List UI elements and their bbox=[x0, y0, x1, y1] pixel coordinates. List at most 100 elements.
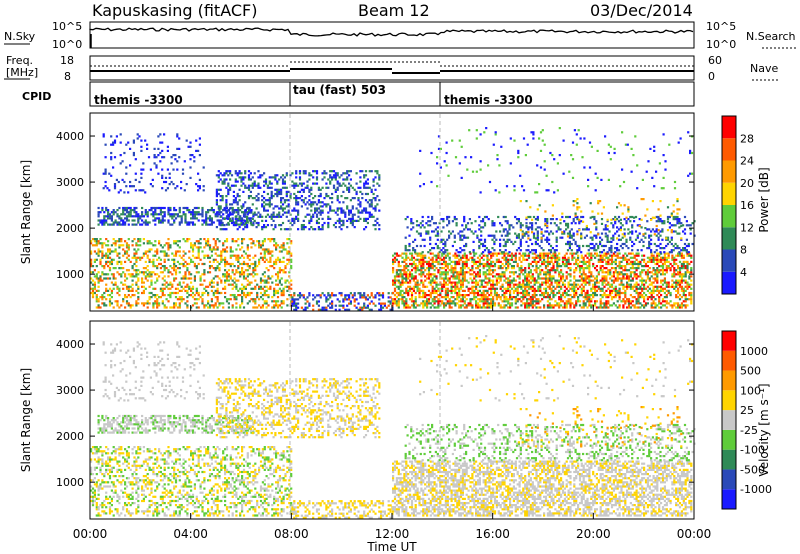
power-cell bbox=[463, 275, 466, 278]
power-cell bbox=[105, 244, 108, 247]
power-cell bbox=[546, 281, 549, 284]
power-cell bbox=[169, 294, 172, 297]
power-cell bbox=[127, 273, 130, 276]
power-cell bbox=[597, 281, 600, 284]
power-cell bbox=[257, 224, 260, 227]
power-cell bbox=[118, 246, 121, 249]
power-cell bbox=[116, 209, 119, 212]
power-cell bbox=[493, 304, 497, 307]
power-cell bbox=[244, 186, 247, 189]
power-cell bbox=[198, 187, 201, 190]
power-cell bbox=[414, 298, 417, 301]
power-cell bbox=[210, 265, 213, 268]
power-cell bbox=[503, 258, 506, 261]
power-cell bbox=[263, 240, 266, 243]
power-cell bbox=[273, 238, 276, 241]
power-cell bbox=[189, 145, 192, 148]
power-cell bbox=[535, 298, 538, 301]
power-cell bbox=[273, 262, 276, 266]
power-cell bbox=[575, 291, 578, 295]
power-cell bbox=[395, 269, 398, 272]
power-cell bbox=[488, 267, 491, 270]
power-cell bbox=[422, 300, 425, 303]
power-cell bbox=[548, 275, 551, 278]
power-cell bbox=[254, 260, 257, 263]
power-cell bbox=[259, 279, 263, 282]
power-cell bbox=[152, 294, 155, 297]
power-cell bbox=[527, 256, 531, 259]
power-cell bbox=[246, 302, 249, 305]
power-cell bbox=[387, 292, 390, 295]
power-cell bbox=[441, 287, 444, 290]
power-cell bbox=[161, 277, 164, 280]
power-cell bbox=[188, 221, 191, 224]
power-cell bbox=[582, 296, 585, 299]
power-cell bbox=[463, 260, 466, 263]
power-cell bbox=[288, 275, 291, 278]
power-cell bbox=[304, 226, 307, 229]
power-cell bbox=[488, 265, 491, 268]
power-cell bbox=[599, 300, 602, 303]
power-cell bbox=[149, 168, 152, 171]
power-cell bbox=[597, 285, 600, 288]
power-cell bbox=[234, 170, 237, 173]
power-cell bbox=[144, 260, 147, 263]
power-cell bbox=[340, 174, 343, 177]
power-cell bbox=[586, 277, 589, 280]
power-cell bbox=[115, 178, 118, 181]
power-cell bbox=[427, 281, 431, 284]
power-cell bbox=[116, 223, 119, 226]
power-cell bbox=[110, 281, 113, 284]
power-cell bbox=[614, 296, 617, 299]
power-cell bbox=[114, 211, 117, 214]
power-cell bbox=[652, 306, 655, 309]
power-cell bbox=[276, 273, 280, 276]
power-cell bbox=[217, 180, 220, 183]
power-cell bbox=[214, 267, 217, 270]
power-cell bbox=[401, 296, 404, 299]
power-cell bbox=[567, 283, 570, 286]
power-cell bbox=[144, 211, 147, 214]
power-cell bbox=[306, 180, 309, 183]
power-cell bbox=[543, 294, 546, 297]
power-cell bbox=[214, 240, 217, 243]
power-cell bbox=[118, 267, 121, 270]
power-cell bbox=[614, 279, 617, 282]
power-cell bbox=[522, 269, 525, 272]
power-cell bbox=[201, 209, 204, 212]
power-cell bbox=[225, 199, 228, 202]
power-cell bbox=[550, 281, 553, 284]
power-cell bbox=[492, 279, 495, 282]
power-cell bbox=[620, 271, 623, 274]
power-cell bbox=[592, 275, 595, 278]
power-cell bbox=[176, 244, 179, 247]
power-cell bbox=[622, 285, 625, 288]
power-cell bbox=[220, 302, 223, 305]
power-cell bbox=[424, 294, 427, 297]
power-cell bbox=[454, 260, 457, 263]
power-cell bbox=[397, 298, 400, 301]
power-cell bbox=[480, 252, 483, 255]
power-cell bbox=[409, 262, 412, 266]
power-cell bbox=[374, 228, 377, 231]
power-cell bbox=[499, 277, 502, 280]
power-cell bbox=[110, 211, 113, 214]
power-cell bbox=[112, 275, 115, 278]
power-cell bbox=[426, 273, 429, 276]
power-cell bbox=[142, 162, 145, 165]
power-cell bbox=[273, 291, 276, 295]
power-cell bbox=[257, 215, 260, 218]
power-cell bbox=[129, 289, 132, 292]
power-cell bbox=[156, 250, 159, 253]
power-cell bbox=[163, 304, 166, 307]
power-cell bbox=[312, 170, 315, 173]
power-cell bbox=[565, 302, 568, 305]
power-cell bbox=[516, 275, 519, 278]
power-cell bbox=[259, 215, 262, 218]
power-cell bbox=[654, 285, 657, 288]
power-cell bbox=[492, 283, 495, 286]
power-cell bbox=[471, 279, 474, 282]
power-cell bbox=[469, 269, 472, 272]
power-cell bbox=[454, 252, 457, 255]
power-cell bbox=[129, 273, 132, 276]
